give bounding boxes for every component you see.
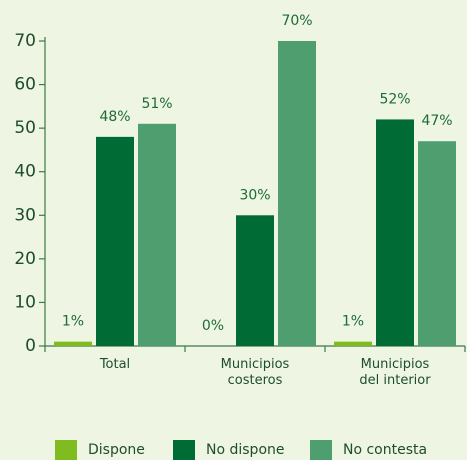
value-label: 30% xyxy=(239,187,270,203)
bar xyxy=(334,341,372,346)
bar xyxy=(96,136,134,346)
value-label: 51% xyxy=(141,96,172,112)
value-label: 47% xyxy=(421,113,452,129)
bar xyxy=(376,119,414,346)
value-label: 1% xyxy=(62,314,84,330)
bar xyxy=(278,41,316,346)
y-tick-label: 10 xyxy=(14,292,36,312)
x-tick-label: Municipios costeros xyxy=(221,357,290,388)
value-label: 52% xyxy=(379,91,410,107)
value-label: 1% xyxy=(342,314,364,330)
x-tick-label: Municipios del interior xyxy=(359,357,431,388)
legend-label: No contesta xyxy=(343,442,427,458)
y-tick-label: 60 xyxy=(14,75,36,95)
bar xyxy=(236,215,274,346)
y-tick-label: 0 xyxy=(25,336,36,356)
y-tick-label: 40 xyxy=(14,162,36,182)
value-label: 70% xyxy=(281,13,312,29)
legend-swatch xyxy=(310,440,332,460)
bar xyxy=(54,341,92,346)
value-label: 48% xyxy=(99,109,130,125)
legend-label: Dispone xyxy=(88,442,145,458)
y-tick-label: 20 xyxy=(14,249,36,269)
y-tick-label: 70 xyxy=(14,31,36,51)
x-tick-label: Total xyxy=(99,357,130,372)
y-tick-label: 50 xyxy=(14,118,36,138)
y-tick-label: 30 xyxy=(14,205,36,225)
legend-label: No dispone xyxy=(206,442,285,458)
bar xyxy=(138,123,176,347)
legend-swatch xyxy=(173,440,195,460)
value-label: 0% xyxy=(202,318,224,334)
legend-swatch xyxy=(55,440,77,460)
bar xyxy=(418,141,456,346)
